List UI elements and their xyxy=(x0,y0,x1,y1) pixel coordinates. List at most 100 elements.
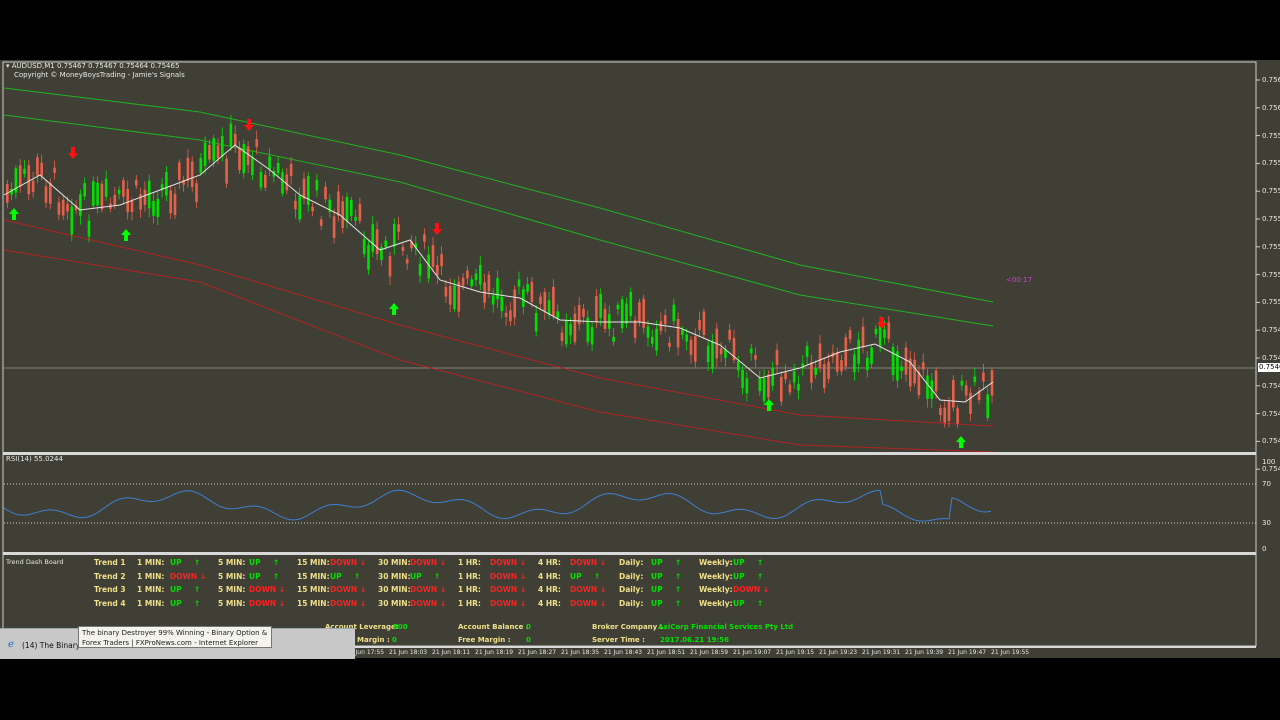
trend-status: DOWN xyxy=(330,558,358,567)
candle-body xyxy=(186,157,190,181)
candle-body xyxy=(973,376,977,383)
collapse-arrow-icon[interactable]: ▾ xyxy=(6,62,10,70)
timeframe-label: 1 HR: xyxy=(458,558,481,567)
up-arrow-icon: ↑ xyxy=(675,585,682,594)
candle-body xyxy=(251,157,254,176)
margin-label: Margin : xyxy=(357,636,390,644)
candle-body xyxy=(135,179,138,186)
candle-body xyxy=(311,206,314,212)
candle-body xyxy=(749,348,753,354)
candle-body xyxy=(814,368,817,375)
candle-body xyxy=(569,324,572,336)
candle-body xyxy=(874,328,878,335)
time-tick-label: 21 Jun 19:47 xyxy=(948,649,987,656)
trend-name: Trend 1 xyxy=(94,558,126,567)
candle-body xyxy=(702,311,706,335)
time-tick-label: 21 Jun 19:07 xyxy=(733,649,772,656)
candle-body xyxy=(840,360,843,372)
timeframe-label: 5 MIN: xyxy=(218,585,246,594)
candle-body xyxy=(36,157,39,176)
candle-body xyxy=(956,408,959,424)
candle-body xyxy=(44,186,48,203)
candle-body xyxy=(195,183,198,202)
candle-body xyxy=(522,288,525,307)
candle-body xyxy=(319,219,323,226)
candle-body xyxy=(212,137,215,161)
trend-status: UP xyxy=(249,571,261,581)
price-tick-label: 0.7553 xyxy=(1262,242,1280,251)
trend-status: DOWN xyxy=(170,571,198,581)
candle-body xyxy=(921,362,925,370)
candle-body xyxy=(616,304,620,310)
candle-body xyxy=(732,338,736,361)
upper-band-inner xyxy=(3,114,994,327)
panel-separator[interactable] xyxy=(3,452,1256,455)
candle-body xyxy=(268,156,271,170)
price-chart[interactable] xyxy=(0,60,1280,658)
chart-window: ▾ AUDUSD,M1 0.75467 0.75467 0.75464 0.75… xyxy=(0,60,1280,658)
candle-body xyxy=(143,189,147,205)
candle-body xyxy=(539,296,542,304)
candle-body xyxy=(74,205,78,210)
timeframe-label: 4 HR: xyxy=(538,571,561,581)
candle-body xyxy=(870,347,873,364)
lower-band-outer xyxy=(3,249,994,453)
panel-separator[interactable] xyxy=(3,552,1256,555)
candle-body xyxy=(190,161,194,188)
candle-body xyxy=(896,351,899,381)
candle-body xyxy=(629,291,633,316)
candle-body xyxy=(117,189,121,194)
up-arrow-icon: ↑ xyxy=(273,571,280,581)
candle-body xyxy=(835,352,839,372)
up-arrow-icon: ↑ xyxy=(675,558,682,567)
candle-body xyxy=(264,174,267,188)
candle-body xyxy=(883,329,886,338)
candle-body xyxy=(767,374,770,398)
up-arrow-icon: ↑ xyxy=(273,558,280,567)
candle-body xyxy=(160,184,164,191)
candle-body xyxy=(513,289,516,318)
candle-body xyxy=(719,348,723,355)
candle-body xyxy=(66,203,69,212)
candle-body xyxy=(216,145,220,159)
trend-status: UP xyxy=(330,571,342,581)
timeframe-label: 1 HR: xyxy=(458,598,481,608)
candle-body xyxy=(27,165,31,195)
candle-body xyxy=(964,385,968,396)
candle-body xyxy=(49,182,52,204)
trend-status: DOWN xyxy=(249,598,277,608)
candle-body xyxy=(784,372,787,380)
candle-body xyxy=(156,198,160,217)
candle-body xyxy=(848,330,852,340)
candle-body xyxy=(418,263,422,276)
candle-body xyxy=(986,394,989,418)
dashboard-title: Trend Dash Board xyxy=(6,558,64,566)
candle-body xyxy=(122,180,125,197)
candle-body xyxy=(358,203,362,221)
candle-body xyxy=(87,220,91,237)
taskbar-item-label[interactable]: (14) The Binary xyxy=(22,641,81,650)
candle-body xyxy=(380,247,383,261)
candle-body xyxy=(362,238,366,255)
candle-body xyxy=(285,174,289,191)
timeframe-label: 15 MIN: xyxy=(297,585,330,594)
candle-body xyxy=(242,144,246,174)
buy-signal-arrow-icon xyxy=(764,399,774,411)
candle-countdown: <00:17 xyxy=(1006,276,1033,284)
candle-body xyxy=(40,162,43,176)
candle-body xyxy=(491,295,495,305)
leverage-value: 500 xyxy=(393,623,408,631)
trend-status: UP xyxy=(249,558,261,567)
candle-body xyxy=(762,378,766,402)
candle-body xyxy=(208,144,211,160)
candle-body xyxy=(771,367,774,386)
candle-body xyxy=(332,216,336,238)
rsi-line xyxy=(3,489,992,522)
candle-body xyxy=(384,240,387,247)
candle-body xyxy=(668,342,671,347)
candle-body xyxy=(10,188,13,195)
candle-body xyxy=(229,123,233,147)
candle-body xyxy=(565,320,568,345)
tooltip-line: Forex Traders | FXProNews.com - Internet… xyxy=(82,639,258,647)
trend-status: DOWN xyxy=(570,598,598,608)
